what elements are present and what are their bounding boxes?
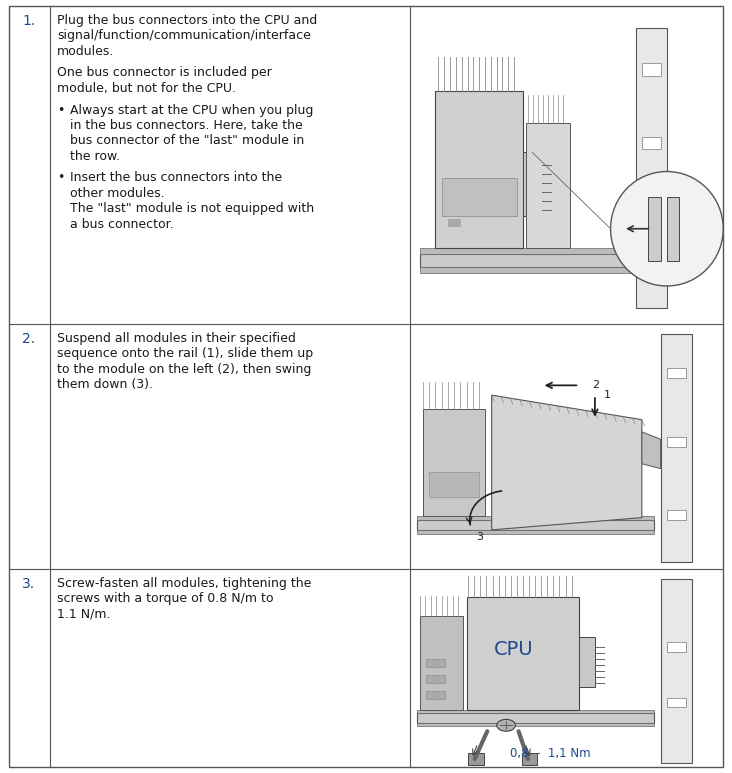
Text: Suspend all modules in their specified: Suspend all modules in their specified [57, 332, 296, 345]
Circle shape [610, 172, 723, 286]
Text: 2: 2 [591, 380, 599, 390]
Bar [419, 616, 463, 710]
Text: One bus connector is included per: One bus connector is included per [57, 66, 272, 80]
Bar [667, 368, 686, 378]
Bar [417, 713, 654, 724]
Bar [661, 334, 692, 562]
Bar [426, 691, 445, 699]
Text: 2.: 2. [22, 332, 35, 346]
Text: a bus connector.: a bus connector. [70, 218, 173, 231]
Text: bus connector of the "last" module in: bus connector of the "last" module in [70, 135, 305, 148]
Bar [579, 637, 595, 686]
Bar [417, 516, 654, 520]
Text: the row.: the row. [70, 150, 120, 163]
Text: 3: 3 [477, 532, 483, 542]
Bar [429, 472, 479, 497]
Bar [667, 437, 686, 447]
Bar [448, 220, 460, 226]
Bar [526, 123, 570, 248]
Bar [417, 724, 654, 727]
Text: signal/function/communication/interface: signal/function/communication/interface [57, 29, 310, 43]
Text: •: • [57, 172, 64, 185]
Bar [417, 530, 654, 533]
Text: 0,8  -  1,1 Nm: 0,8 - 1,1 Nm [510, 747, 591, 760]
Circle shape [496, 720, 515, 731]
Bar [423, 409, 485, 516]
Bar [642, 232, 661, 244]
Text: to the module on the left (2), then swing: to the module on the left (2), then swin… [57, 363, 311, 376]
Bar [419, 254, 632, 267]
Text: Always start at the CPU when you plug: Always start at the CPU when you plug [70, 104, 313, 117]
Bar [667, 197, 679, 261]
Bar [635, 29, 667, 308]
Bar [468, 753, 484, 764]
Polygon shape [642, 432, 661, 468]
Text: module, but not for the CPU.: module, but not for the CPU. [57, 82, 236, 95]
Bar [648, 197, 661, 261]
Bar [419, 267, 632, 274]
Text: Insert the bus connectors into the: Insert the bus connectors into the [70, 172, 282, 185]
Bar [417, 520, 654, 530]
Text: modules.: modules. [57, 45, 114, 58]
Text: Plug the bus connectors into the CPU and: Plug the bus connectors into the CPU and [57, 14, 317, 27]
Text: screws with a torque of 0.8 N/m to: screws with a torque of 0.8 N/m to [57, 592, 273, 605]
Text: in the bus connectors. Here, take the: in the bus connectors. Here, take the [70, 119, 303, 132]
Bar [667, 697, 686, 707]
Text: sequence onto the rail (1), slide them up: sequence onto the rail (1), slide them u… [57, 347, 313, 360]
Bar [667, 642, 686, 652]
Bar [426, 675, 445, 683]
Bar [441, 178, 517, 216]
Text: 3.: 3. [22, 577, 35, 591]
Bar [661, 579, 692, 763]
Text: 1: 1 [605, 390, 611, 400]
Bar [667, 510, 686, 520]
Text: other modules.: other modules. [70, 187, 165, 200]
Bar [436, 91, 523, 248]
Bar [419, 248, 632, 254]
Bar [523, 152, 542, 216]
Text: 1.1 N/m.: 1.1 N/m. [57, 608, 111, 621]
Text: Screw-fasten all modules, tightening the: Screw-fasten all modules, tightening the [57, 577, 311, 590]
Bar [642, 63, 661, 76]
Bar [417, 710, 654, 713]
Bar [466, 598, 579, 710]
Text: CPU: CPU [494, 641, 534, 659]
Bar [522, 753, 537, 764]
Text: them down (3).: them down (3). [57, 378, 153, 391]
Bar [642, 137, 661, 149]
Bar [426, 659, 445, 667]
Text: 1.: 1. [22, 14, 35, 28]
Text: •: • [57, 104, 64, 117]
Polygon shape [492, 395, 642, 530]
Text: The "last" module is not equipped with: The "last" module is not equipped with [70, 203, 314, 216]
